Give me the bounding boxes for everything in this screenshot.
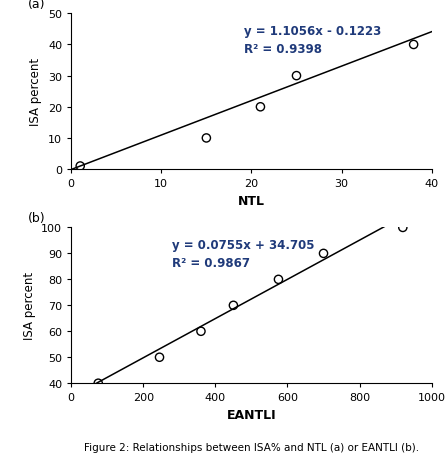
Point [77, 163, 84, 170]
Text: (a): (a) [28, 0, 45, 11]
Y-axis label: ISA percent: ISA percent [23, 272, 36, 340]
Y-axis label: ISA percent: ISA percent [29, 58, 42, 126]
X-axis label: NTL: NTL [238, 194, 265, 207]
Point [156, 354, 163, 361]
Point [203, 135, 210, 142]
Point [95, 379, 102, 387]
Text: y = 1.1056x - 0.1223
R² = 0.9398: y = 1.1056x - 0.1223 R² = 0.9398 [244, 25, 381, 56]
X-axis label: EANTLI: EANTLI [227, 408, 276, 421]
Text: Figure 2: Relationships between ISA% and NTL (a) or EANTLI (b).: Figure 2: Relationships between ISA% and… [84, 442, 419, 452]
Point [257, 104, 264, 111]
Point [410, 41, 417, 49]
Text: y = 0.0755x + 34.705
R² = 0.9867: y = 0.0755x + 34.705 R² = 0.9867 [172, 239, 315, 270]
Point [320, 250, 327, 258]
Point [230, 302, 237, 309]
Point [293, 73, 300, 80]
Point [275, 276, 282, 284]
Point [399, 224, 406, 232]
Point [198, 328, 205, 336]
Text: (b): (b) [28, 212, 45, 225]
